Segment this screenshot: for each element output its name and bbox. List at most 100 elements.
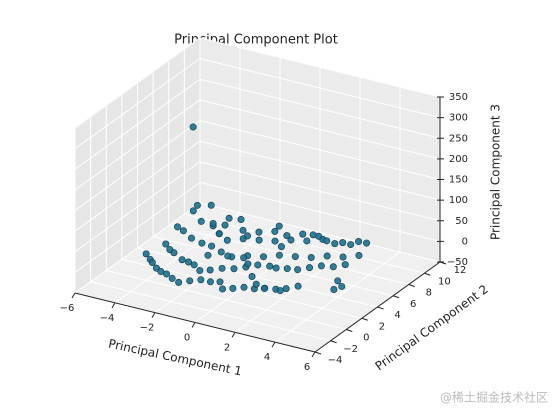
tick-mark <box>191 322 196 328</box>
x-tick-label: −4 <box>100 313 115 324</box>
point <box>299 230 307 238</box>
tick-mark <box>408 284 415 287</box>
point <box>185 258 193 266</box>
y-tick-label: −4 <box>328 355 343 366</box>
point <box>219 285 227 293</box>
point <box>347 241 355 249</box>
point <box>188 234 196 242</box>
point <box>259 253 267 261</box>
point <box>363 239 371 247</box>
grid-line <box>199 140 441 201</box>
point <box>323 237 331 245</box>
point <box>240 283 248 291</box>
point <box>229 284 237 292</box>
x-tick-label: 2 <box>224 342 230 353</box>
tick-mark <box>392 295 400 299</box>
point <box>317 262 325 270</box>
z-tick-label: 50 <box>455 216 468 227</box>
tick-mark <box>311 351 316 358</box>
point <box>217 248 225 256</box>
axes-3d <box>71 37 447 358</box>
point <box>197 217 205 225</box>
point <box>334 277 342 285</box>
tick-mark <box>314 351 322 355</box>
point <box>294 282 302 290</box>
grid-line <box>74 161 201 253</box>
point <box>291 253 299 261</box>
point <box>204 251 212 259</box>
grid-line <box>199 120 441 180</box>
x-axis-label: Principal Component 1 <box>107 337 243 379</box>
point <box>170 249 178 257</box>
point <box>266 262 274 270</box>
grid-line <box>74 78 201 170</box>
point <box>189 207 197 215</box>
point <box>168 274 176 282</box>
tick-mark <box>71 292 76 299</box>
point <box>189 123 197 131</box>
grid-line <box>74 37 201 129</box>
grid-line <box>199 37 441 98</box>
x-tick-label: −2 <box>140 323 155 334</box>
point <box>190 261 198 269</box>
point <box>271 237 279 245</box>
point <box>148 259 156 267</box>
grid-line <box>74 99 201 191</box>
y-tick-label: 2 <box>379 321 385 332</box>
point <box>255 228 263 236</box>
point <box>142 250 150 258</box>
x-tick-label: −6 <box>60 303 75 314</box>
point <box>309 231 317 239</box>
point <box>355 251 363 259</box>
point <box>244 232 252 240</box>
point <box>196 267 204 275</box>
point <box>237 216 245 224</box>
point <box>221 221 229 229</box>
point <box>239 226 247 234</box>
point <box>175 278 183 286</box>
point <box>275 251 283 259</box>
tick-mark <box>330 340 337 344</box>
point <box>179 227 187 235</box>
point <box>339 239 347 247</box>
point <box>193 201 201 209</box>
point <box>277 243 285 251</box>
z-tick-label: 200 <box>449 154 468 165</box>
point <box>218 264 226 272</box>
z-tick-label: 350 <box>449 92 468 103</box>
y-axis-line <box>314 261 441 353</box>
grid-line <box>74 58 201 150</box>
y-tick-label: 8 <box>426 288 432 299</box>
point <box>186 277 194 285</box>
tick-mark <box>377 306 384 310</box>
watermark: @稀土掘金技术社区 <box>440 390 548 405</box>
point <box>163 270 171 278</box>
y-tick-label: 6 <box>410 299 416 310</box>
point <box>230 265 238 273</box>
point <box>223 236 231 244</box>
grid-line <box>199 78 441 139</box>
point <box>240 254 248 262</box>
y-tick-label: 12 <box>454 265 467 276</box>
tick-mark <box>361 317 369 321</box>
z-tick-label: 100 <box>449 195 468 206</box>
point <box>174 223 182 231</box>
grid-line <box>90 281 331 342</box>
point <box>209 219 217 227</box>
point <box>260 284 268 292</box>
tick-mark <box>151 312 156 318</box>
y-tick-label: 4 <box>394 310 400 321</box>
z-tick-label: 150 <box>449 175 468 186</box>
y-tick-label: −2 <box>343 344 358 355</box>
point <box>271 227 279 235</box>
tick-mark <box>111 302 116 309</box>
grid-line <box>199 161 441 222</box>
point <box>341 261 349 269</box>
point <box>276 287 284 295</box>
grid-line <box>74 140 201 232</box>
grid-line <box>74 202 201 294</box>
z-tick-label: −50 <box>447 257 468 268</box>
point <box>207 201 215 209</box>
point <box>331 240 339 248</box>
